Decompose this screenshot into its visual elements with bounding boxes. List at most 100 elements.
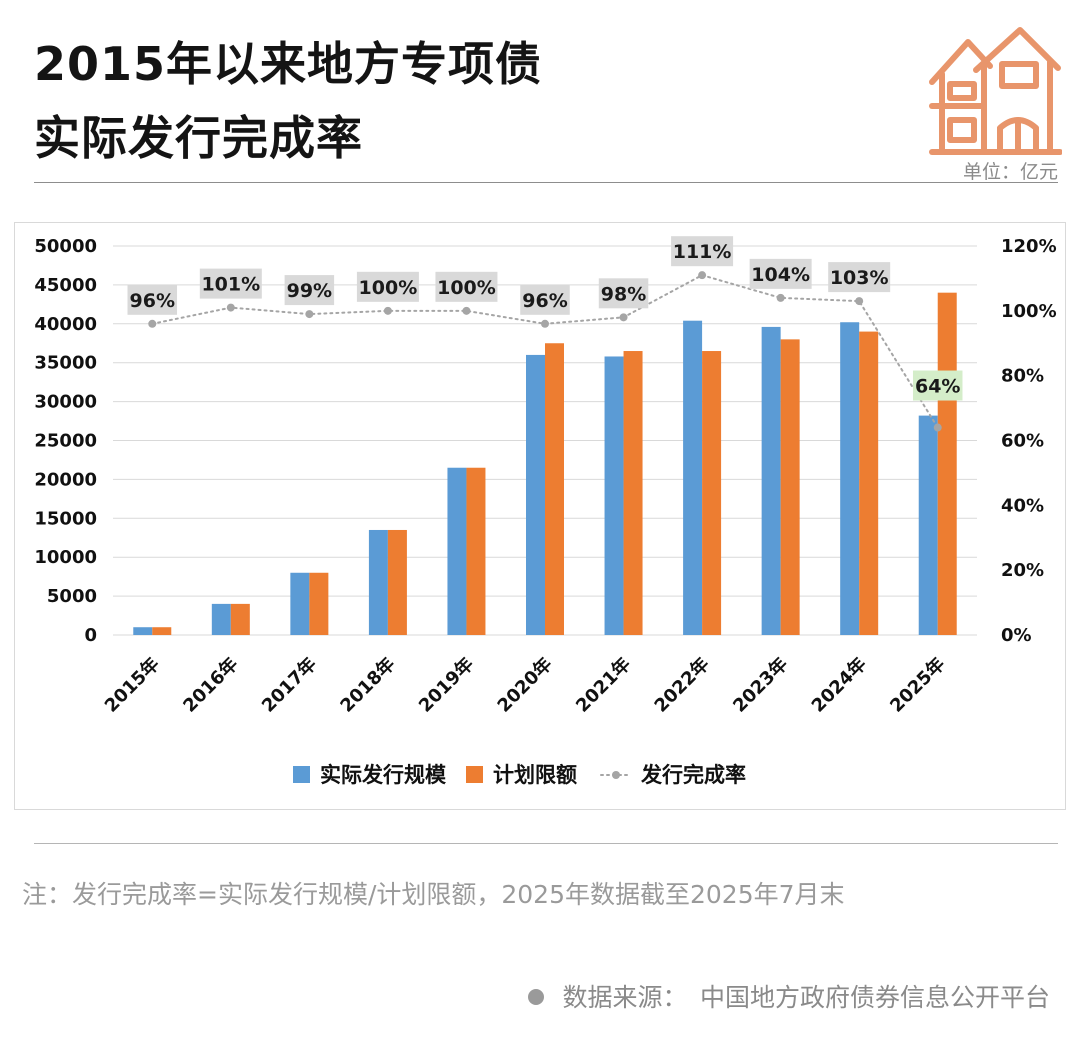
legend-swatch-quota <box>466 766 483 783</box>
bar-quota <box>152 627 172 635</box>
rate-label-bg <box>435 271 498 302</box>
bar-actual <box>526 354 545 635</box>
x-tick-label: 2015年 <box>100 653 164 717</box>
house-icon <box>928 24 1063 160</box>
bar-quota <box>937 292 957 635</box>
rate-label: 98% <box>601 283 646 305</box>
bar-actual <box>761 326 781 635</box>
y-left-tick-label: 5000 <box>47 586 97 607</box>
bar-quota <box>387 529 407 635</box>
rate-label: 99% <box>287 280 332 302</box>
bar-quota <box>780 339 800 635</box>
rate-label-bg <box>199 268 262 299</box>
footer-divider <box>34 843 1058 844</box>
rate-label: 103% <box>830 267 889 289</box>
legend-label-actual: 实际发行规模 <box>320 763 447 787</box>
rate-label: 64% <box>915 376 960 398</box>
legend-swatch-actual <box>293 766 310 783</box>
y-left-tick-label: 45000 <box>34 275 97 296</box>
bar-quota <box>309 572 329 635</box>
rate-label-bg <box>912 370 963 401</box>
legend-label-quota: 计划限额 <box>493 763 577 787</box>
rate-label-bg <box>828 262 891 293</box>
rate-label: 101% <box>201 274 260 296</box>
bar-actual <box>368 529 388 635</box>
bar-quota <box>702 351 722 635</box>
y-left-tick-label: 40000 <box>34 314 97 335</box>
y-right-tick-label: 0% <box>1001 625 1032 646</box>
bar-quota <box>230 603 250 635</box>
x-tick-label: 2021年 <box>571 653 635 717</box>
y-right-tick-label: 60% <box>1001 431 1044 452</box>
rate-label-bg <box>671 236 734 267</box>
bullet-icon <box>528 989 545 1005</box>
bar-actual <box>604 356 624 635</box>
y-left-tick-label: 50000 <box>34 236 97 257</box>
bar-actual <box>683 320 703 635</box>
rate-point <box>148 319 157 328</box>
rate-label: 111% <box>673 241 732 263</box>
y-left-tick-label: 20000 <box>34 469 97 490</box>
bar-actual <box>447 467 467 635</box>
rate-point <box>541 319 549 328</box>
rate-label: 96% <box>522 290 567 312</box>
y-right-tick-label: 20% <box>1001 560 1044 581</box>
rate-label: 104% <box>751 264 810 286</box>
rate-label-bg <box>356 271 419 302</box>
legend-label-rate: 发行完成率 <box>640 763 746 787</box>
bar-quota <box>859 331 879 635</box>
rate-point <box>462 306 471 315</box>
legend-swatch-rate-point <box>612 771 620 779</box>
bar-quota <box>623 351 643 635</box>
x-tick-label: 2023年 <box>728 653 792 717</box>
y-left-tick-label: 15000 <box>34 508 97 529</box>
header-divider <box>34 182 1058 183</box>
bar-quota <box>545 343 564 635</box>
y-left-tick-label: 10000 <box>34 547 97 568</box>
rate-label-bg <box>598 278 649 309</box>
bar-actual <box>290 572 310 635</box>
rate-point <box>698 271 707 280</box>
rate-point <box>305 310 314 319</box>
data-source-text: 数据来源： 中国地方政府债券信息公开平台 <box>562 983 1050 1012</box>
y-right-tick-label: 80% <box>1001 366 1044 387</box>
y-right-tick-label: 120% <box>1001 236 1057 257</box>
chart-area: 0 5000 10000 15000 20000 25000 30000 35000 40000… <box>14 222 1066 810</box>
rate-point <box>383 306 392 315</box>
y-right-tick-label: 40% <box>1001 495 1044 516</box>
bar-actual <box>211 603 231 635</box>
rate-label: 100% <box>437 277 496 299</box>
unit-label: 单位：亿元 <box>962 161 1058 183</box>
rate-label-bg <box>749 258 812 289</box>
rate-point <box>226 303 235 312</box>
x-tick-label: 2024年 <box>807 653 871 717</box>
rate-label: 100% <box>359 277 418 299</box>
rate-label-bg <box>284 275 335 306</box>
combo-chart: 0 5000 10000 15000 20000 25000 30000 35000 40000… <box>34 236 1057 787</box>
rate-label-bg <box>520 284 570 315</box>
rate-point <box>619 313 628 322</box>
data-source: 数据来源： 中国地方政府债券信息公开平台 <box>528 978 1050 1014</box>
bar-actual <box>918 415 938 635</box>
y-left-tick-label: 25000 <box>34 431 97 452</box>
rate-label: 96% <box>130 290 175 312</box>
bar-quota <box>466 467 486 635</box>
y-left-tick-label: 0 <box>84 625 97 646</box>
rate-point <box>933 423 942 432</box>
x-tick-label: 2016年 <box>179 653 243 717</box>
x-tick-label: 2020年 <box>493 653 557 717</box>
x-tick-label: 2017年 <box>257 653 321 717</box>
x-tick-label: 2018年 <box>336 653 400 717</box>
x-tick-label: 2025年 <box>886 653 950 717</box>
rate-point <box>855 297 864 306</box>
bar-actual <box>840 322 860 635</box>
y-left-tick-label: 30000 <box>34 392 97 413</box>
chart-title-line2: 实际发行完成率 <box>34 111 363 165</box>
rate-label-bg <box>127 284 178 315</box>
x-tick-label: 2019年 <box>414 653 478 717</box>
chart-title-line1: 2015年以来地方专项债 <box>34 37 543 91</box>
y-left-tick-label: 35000 <box>34 353 97 374</box>
rate-point <box>776 293 785 302</box>
x-tick-label: 2022年 <box>650 653 714 717</box>
bar-actual <box>133 627 153 635</box>
